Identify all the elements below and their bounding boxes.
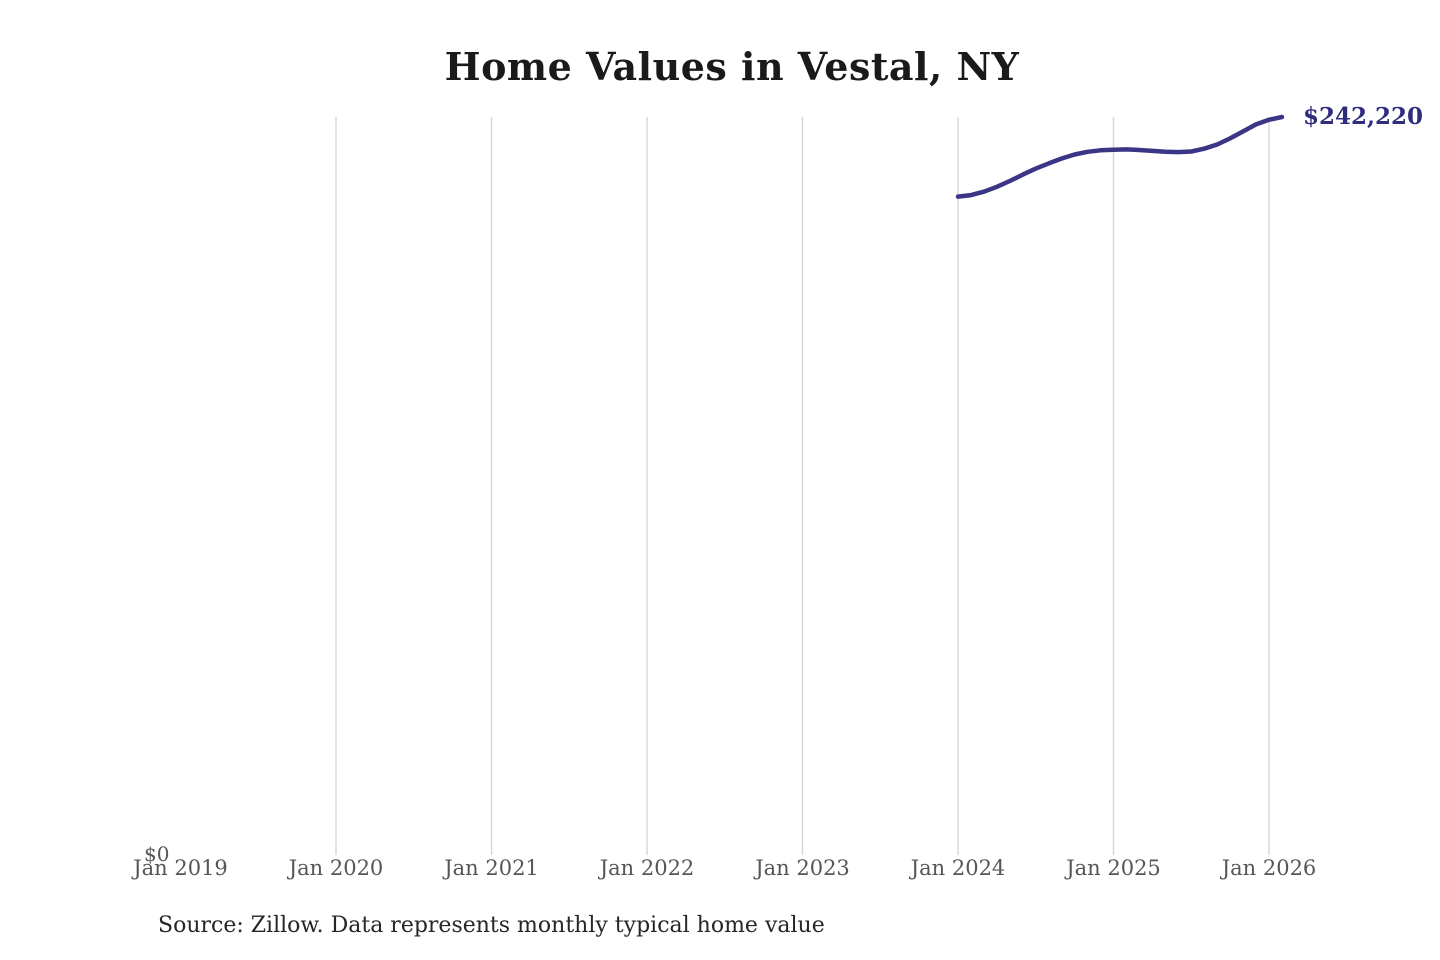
chart-title: Home Values in Vestal, NY: [444, 44, 1020, 89]
x-axis-tick-label: Jan 2020: [288, 856, 384, 880]
source-note: Source: Zillow. Data represents monthly …: [158, 913, 825, 938]
x-axis-tick-label: Jan 2019: [133, 856, 228, 880]
x-axis-tick-label: Jan 2021: [444, 856, 539, 880]
y-axis-zero-label: $0: [144, 842, 170, 866]
gridlines-group: [335, 117, 1270, 855]
value-line: [955, 114, 1285, 199]
x-axis-tick-label: Jan 2026: [1221, 856, 1317, 880]
x-axis-tick-label: Jan 2022: [599, 856, 695, 880]
x-axis-tick-label: Jan 2024: [910, 856, 1006, 880]
x-axis-tick-label: Jan 2025: [1066, 856, 1161, 880]
x-axis-tick-label: Jan 2023: [755, 856, 850, 880]
latest-value-label: $242,220: [1302, 103, 1423, 130]
